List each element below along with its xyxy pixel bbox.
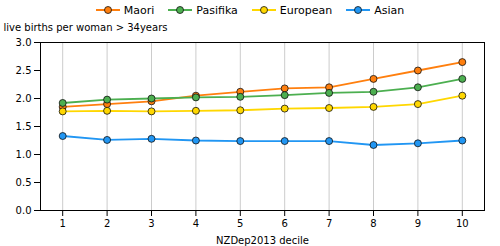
svg-text:6: 6 bbox=[282, 218, 288, 229]
svg-text:4: 4 bbox=[193, 218, 199, 229]
svg-text:5: 5 bbox=[237, 218, 243, 229]
svg-text:9: 9 bbox=[415, 218, 421, 229]
svg-text:0.0: 0.0 bbox=[16, 205, 32, 216]
html-text:Maori: Maori bbox=[123, 3, 155, 17]
svg-text:10: 10 bbox=[456, 218, 469, 229]
svg-text:0.5: 0.5 bbox=[16, 177, 32, 188]
svg-text:NZDep2013 decile: NZDep2013 decile bbox=[216, 235, 309, 246]
svg-text:1.5: 1.5 bbox=[16, 121, 32, 132]
svg-text:7: 7 bbox=[326, 218, 332, 229]
svg-text:3.0: 3.0 bbox=[16, 37, 32, 48]
svg-text:2.0: 2.0 bbox=[16, 93, 32, 104]
svg-text:1.0: 1.0 bbox=[16, 149, 32, 160]
svg-text:2.5: 2.5 bbox=[16, 65, 32, 76]
svg-text:1: 1 bbox=[60, 218, 66, 229]
svg-text:8: 8 bbox=[370, 218, 376, 229]
svg-text:live births per woman > 34year: live births per woman > 34years bbox=[4, 22, 168, 33]
html-text:Pasifika: Pasifika bbox=[196, 3, 238, 17]
html-text:Asian: Asian bbox=[374, 3, 405, 17]
html-text:European: European bbox=[279, 3, 333, 17]
svg-text:2: 2 bbox=[104, 218, 110, 229]
svg-text:3: 3 bbox=[148, 218, 154, 229]
